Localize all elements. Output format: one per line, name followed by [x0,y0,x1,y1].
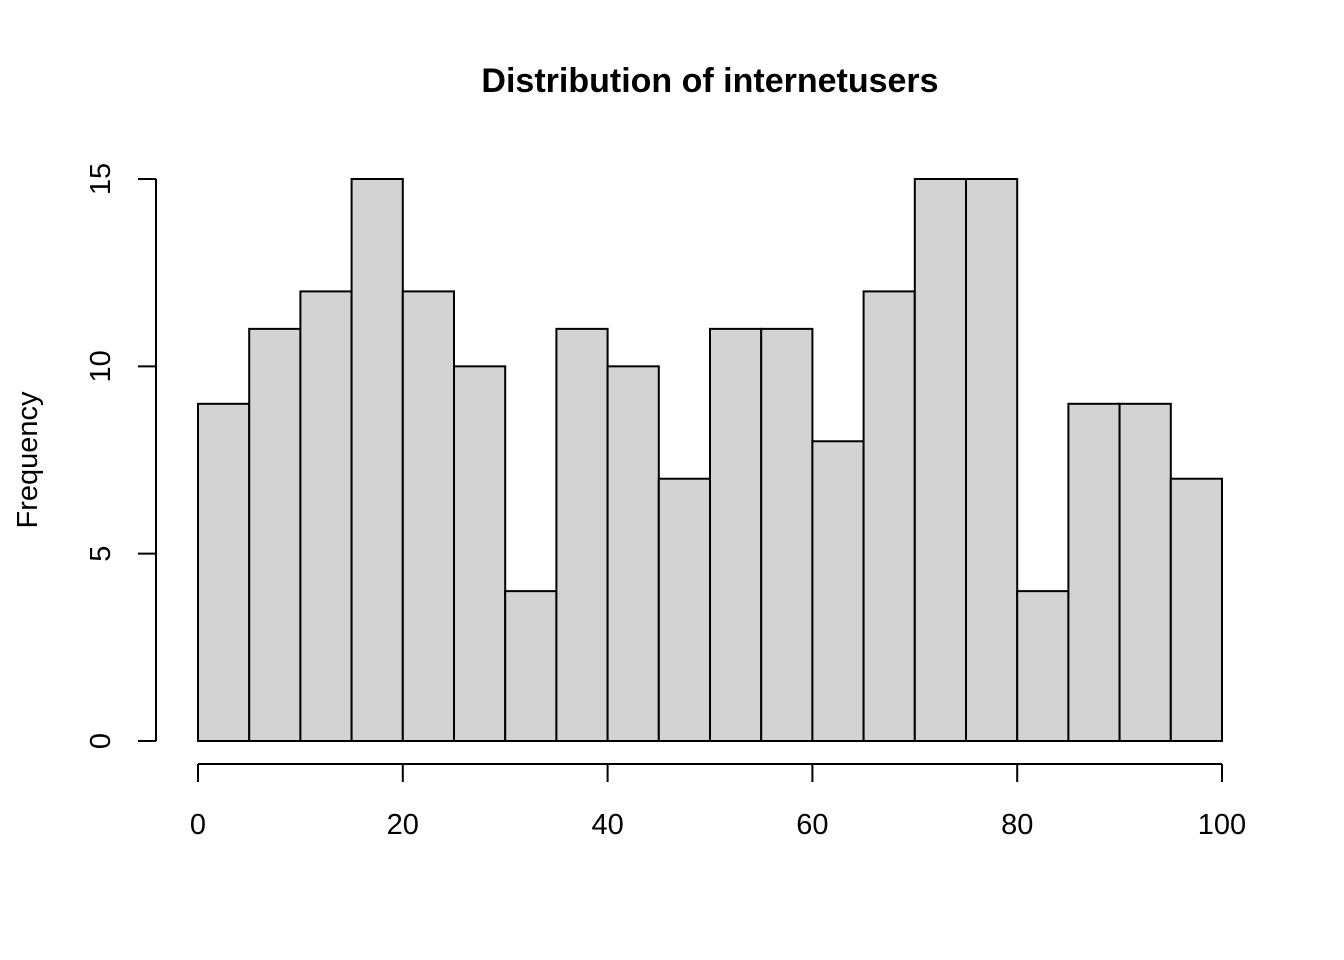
x-tick-label: 60 [796,809,828,841]
histogram-bar [606,365,660,742]
histogram-bar [760,327,814,742]
x-tick-label: 0 [190,809,206,841]
histogram-bar [1118,402,1172,742]
histogram-bar [555,327,609,742]
x-axis: 0 20 40 60 80 100 [190,763,1246,841]
histogram-bar [350,178,404,742]
y-tick-label: 10 [85,350,117,382]
bars-group [197,178,1224,743]
y-axis: 0 5 10 15 [85,163,157,749]
histogram-bar [1067,402,1121,742]
histogram-bar [657,477,711,742]
x-tick-label: 20 [387,809,419,841]
histogram-bar [913,178,967,742]
x-tick-label: 40 [591,809,623,841]
histogram-bar [299,290,353,742]
histogram-bar [504,590,558,743]
chart-title: Distribution of internetusers [481,62,938,100]
x-tick-label: 80 [1001,809,1033,841]
y-axis-label: Frequency [12,391,44,529]
histogram-bar [197,402,251,742]
histogram-bar [965,178,1019,742]
y-tick-label: 5 [85,546,117,562]
x-tick-label: 100 [1198,809,1246,841]
histogram-bar [1016,590,1070,743]
histogram-bar [453,365,507,742]
histogram-bar [811,440,865,742]
histogram-bar [709,327,763,742]
histogram-bar [1169,477,1224,742]
histogram-bar [248,327,302,742]
y-tick-label: 15 [85,163,117,195]
histogram-bar [862,290,916,742]
y-tick-label: 0 [85,733,117,749]
histogram-bar [401,290,455,742]
